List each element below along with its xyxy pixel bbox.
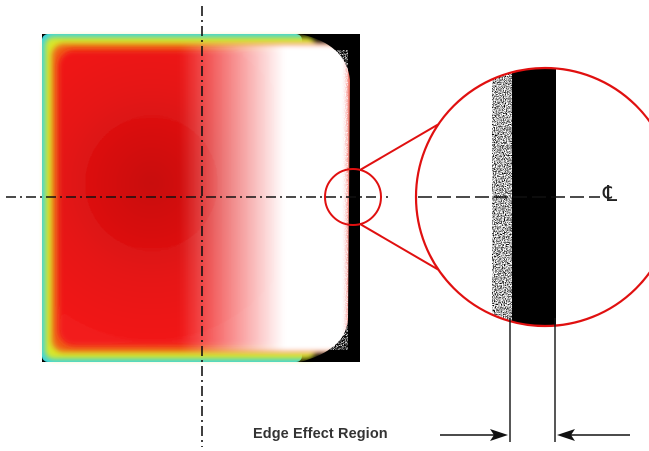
centerline-symbol: ℄ xyxy=(603,182,618,207)
heatmap-square xyxy=(42,34,360,362)
heatmap-white-fade xyxy=(58,44,348,352)
magnifier-lens-circle xyxy=(414,66,649,328)
edge-effect-region-label: Edge Effect Region xyxy=(253,426,388,442)
heatmap-edge-speckle xyxy=(330,50,348,350)
heatmap-dark-edge xyxy=(300,34,360,362)
magnifier-source-circle xyxy=(324,168,382,226)
right-arrow-head xyxy=(557,429,575,441)
left-arrow-head xyxy=(490,429,508,441)
